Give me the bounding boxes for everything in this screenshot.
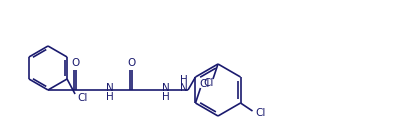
- Text: N: N: [162, 83, 170, 93]
- Text: H: H: [180, 75, 188, 85]
- Text: H: H: [106, 92, 114, 102]
- Text: Cl: Cl: [203, 78, 214, 88]
- Text: Cl: Cl: [78, 93, 88, 103]
- Text: H: H: [162, 92, 170, 102]
- Text: N: N: [106, 83, 114, 93]
- Text: O: O: [72, 58, 80, 68]
- Text: Cl: Cl: [200, 79, 210, 89]
- Text: N: N: [180, 83, 188, 93]
- Text: Cl: Cl: [255, 108, 266, 118]
- Text: O: O: [128, 58, 136, 68]
